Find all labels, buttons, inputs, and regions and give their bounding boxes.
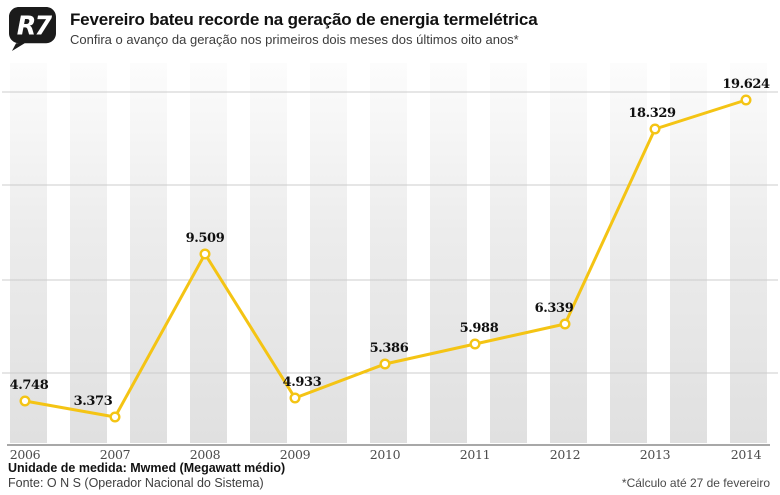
background-band [370,63,407,443]
background-band [550,63,587,443]
title-block: Fevereiro bateu recorde na geração de en… [70,6,538,47]
background-band [10,63,47,443]
data-point [109,411,121,423]
data-point [289,392,301,404]
data-point [19,395,31,407]
page-title: Fevereiro bateu recorde na geração de en… [70,10,538,29]
data-point [559,318,571,330]
x-axis-label: 2012 [550,447,581,462]
speech-bubble-shape [9,6,56,52]
data-point [740,94,752,106]
page-subtitle: Confira o avanço da geração nos primeiro… [70,32,519,47]
x-axis-label: 2008 [190,447,221,462]
logo-text: R7 [17,10,53,40]
chart-area: 4.748 2006 3.373 2007 9.509 2008 4.933 2009 5.38… [0,62,780,462]
data-point-label: 18.329 [628,106,676,121]
header: R7 Fevereiro bateu recorde na geração de… [0,0,780,62]
background-band [490,63,527,443]
data-point-label: 4.933 [283,375,322,390]
x-axis-label: 2013 [640,447,671,462]
x-axis-label: 2006 [10,447,41,462]
footnote: *Cálculo até 27 de fevereiro [621,476,770,490]
data-point [379,358,391,370]
x-axis-label: 2010 [370,447,401,462]
data-point [469,338,481,350]
footer: Unidade de medida: Mwmed (Megawatt médio… [8,461,770,490]
r7-logo-graphic: R7 [9,6,56,52]
data-point-label: 6.339 [535,301,574,316]
data-point-label: 5.386 [370,341,409,356]
background-band [70,63,107,443]
x-axis-label: 2011 [460,447,491,462]
data-point-label: 5.988 [460,321,499,336]
data-point [199,248,211,260]
background-band [610,63,647,443]
background-band [250,63,287,443]
unit-label: Unidade de medida: Mwmed (Megawatt médio… [8,461,286,475]
background-band [730,63,767,443]
data-point [649,123,661,135]
background-band [670,63,707,443]
data-point-label: 9.509 [186,231,225,246]
data-point-label: 3.373 [74,394,113,409]
data-point-label: 4.748 [10,378,49,393]
x-axis-label: 2007 [100,447,131,462]
background-band [130,63,167,443]
line-chart: 4.748 2006 3.373 2007 9.509 2008 4.933 2009 5.38… [2,63,778,462]
source-label: Fonte: O N S (Operador Nacional do Siste… [8,476,264,490]
data-point-label: 19.624 [722,77,770,92]
footer-left: Unidade de medida: Mwmed (Megawatt médio… [8,461,285,490]
x-axis-label: 2014 [731,447,762,462]
x-axis-label: 2009 [280,447,311,462]
background-band [430,63,467,443]
r7-logo: R7 [8,6,57,52]
